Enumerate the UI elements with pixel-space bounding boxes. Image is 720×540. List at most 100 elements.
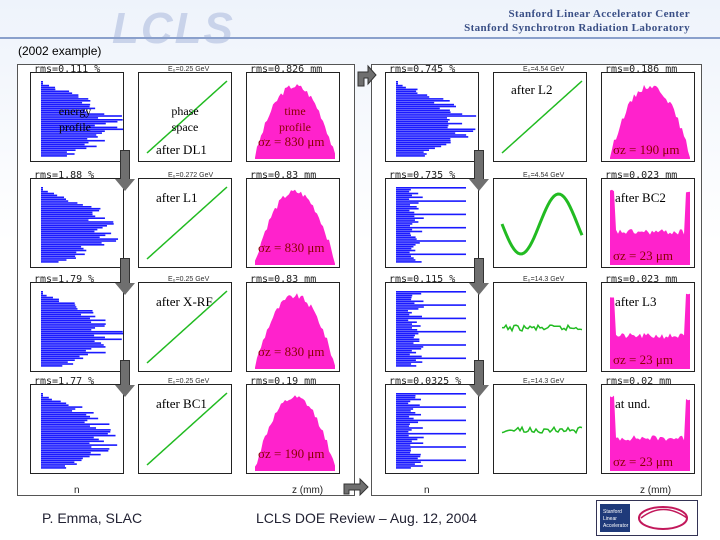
histogram-bar [41,96,79,98]
institution-ssrl: Stanford Synchrotron Radiation Laborator… [464,22,690,34]
histogram-bar [41,298,59,301]
rms-energy-label: rms=1.88 % [34,170,95,181]
histogram-bar [396,138,451,140]
histogram-bar [396,96,430,98]
rms-length-label: rms=0.19 mm [250,376,317,387]
histogram-bar [41,136,98,138]
histogram-bar [396,348,422,350]
histogram-bar [396,217,424,219]
histogram-bar [41,446,92,448]
histogram-bar [396,109,450,112]
histogram-bar [396,198,410,200]
histogram-bar [41,151,67,153]
histogram-bar [41,332,123,335]
histogram-bar [396,355,422,358]
histogram-bar [396,412,416,414]
histogram-bar [396,423,410,425]
histogram-bar [396,425,410,427]
histogram-bar [41,323,106,325]
histogram-bar [41,425,90,427]
histogram-bar [396,139,451,142]
phase-space-curve [501,80,583,154]
histogram-bar [396,242,420,244]
down-arrow-icon [469,360,489,397]
histogram-bar [41,109,85,112]
histogram-bar [41,234,106,237]
histogram-bar [396,327,413,329]
histogram-bar [396,120,448,123]
histogram-bar [41,315,96,318]
year-note: (2002 example) [18,44,102,58]
histogram-bar [396,398,421,401]
histogram-bar [396,334,415,337]
histogram-bar [41,340,95,342]
histogram-bar [396,84,403,87]
histogram-bar [41,198,67,200]
histogram-bar [41,336,105,339]
histogram-bar [396,202,419,204]
histogram-bar [396,253,466,256]
time-profile-area [610,293,690,369]
histogram-bar [41,130,105,132]
histogram-bar [396,415,410,418]
histogram-bar [41,196,65,199]
energy-histogram-plot [385,72,479,162]
histogram-bar [396,393,466,395]
histogram-bar [396,130,474,132]
histogram-bar [41,455,90,458]
histogram-bar [41,351,106,354]
rms-energy-label: rms=0.115 % [389,274,456,285]
svg-text:Stanford: Stanford [603,509,622,515]
histogram-bar [396,81,398,83]
histogram-bar [396,221,419,223]
histogram-bar [41,192,55,195]
histogram-bar [41,134,97,136]
histogram-bar [41,86,56,89]
time-profile-area [255,395,335,471]
histogram-bar [41,230,95,233]
time-profile-area [610,189,690,265]
histogram-bar [41,257,76,259]
phase-space-curve [500,192,584,256]
histogram-bar [41,236,100,238]
legend-energy-profile: energy profile [58,104,92,134]
histogram-bar [396,92,418,94]
histogram-bar [41,94,79,96]
histogram-bar [396,113,463,115]
histogram-bar [396,190,410,193]
rms-energy-label: rms=0.735 % [389,170,456,181]
histogram-bar [396,434,409,437]
histogram-bar [41,128,123,131]
histogram-bar [41,81,43,83]
histogram-bar [41,155,67,157]
histogram-bar [41,461,75,463]
histogram-bar [396,440,412,443]
histogram-bar [396,126,448,129]
lcls-logo: LCLS [112,4,235,53]
histogram-bar [396,225,410,227]
histogram-bar [41,213,93,216]
histogram-bar [396,298,412,301]
histogram-bar [41,432,108,435]
histogram-bar [396,145,442,148]
energy-label: E₀=0.25 GeV [168,66,210,73]
histogram-bar [396,215,415,218]
histogram-bar [41,90,70,93]
histogram-bar [396,255,412,257]
histogram-bar [41,444,118,446]
histogram-bar [396,257,414,259]
phase-space-plot [138,72,232,162]
histogram-bar [41,394,43,397]
histogram-bar [41,223,114,225]
histogram-bar [396,124,449,127]
phase-space-curve [146,392,228,466]
histogram-bar [41,261,59,263]
histogram-bar [396,230,423,233]
histogram-bar [41,147,87,150]
histogram-bar [396,226,466,229]
histogram-bar [396,122,463,125]
histogram-bar [396,344,466,346]
time-profile-area [255,84,335,159]
histogram-bar [396,105,457,108]
histogram-bar [41,349,86,352]
